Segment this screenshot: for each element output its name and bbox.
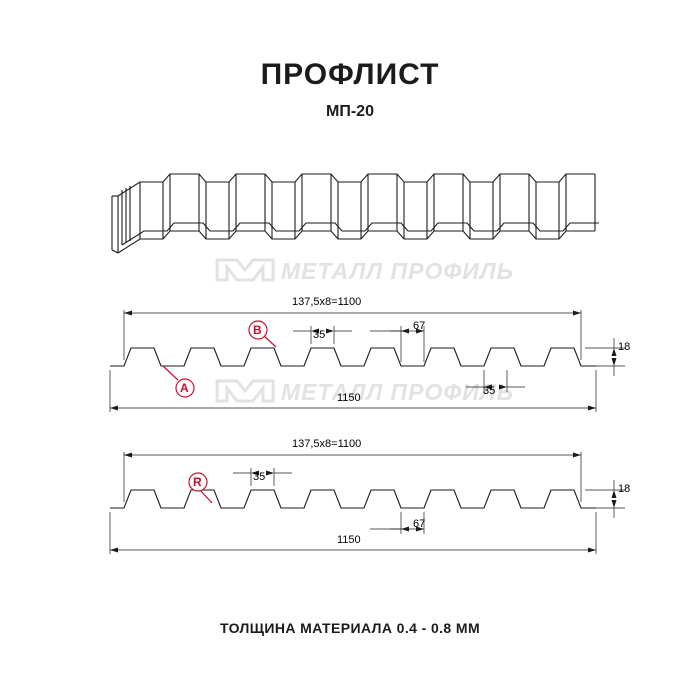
- dim-bottom-overall: 137,5х8=1100: [292, 438, 362, 450]
- page-subtitle: МП-20: [326, 103, 374, 120]
- dim-bottom-valley-67: 67: [413, 518, 426, 530]
- section-view-top: [109, 310, 625, 412]
- callout-b-label: B: [253, 323, 262, 337]
- dim-top-height: 18: [618, 341, 631, 353]
- section-view-bottom: [109, 452, 625, 554]
- callout-a-label: A: [180, 381, 189, 395]
- dim-bottom-total-width: 1150: [337, 534, 361, 546]
- callout-r-label: R: [193, 475, 202, 489]
- dim-bottom-crest-35: 35: [253, 471, 266, 483]
- page-title: ПРОФЛИСТ: [260, 58, 440, 91]
- material-thickness-note: ТОЛЩИНА МАТЕРИАЛА 0.4 - 0.8 ММ: [219, 620, 481, 636]
- dim-bottom-height: 18: [618, 483, 631, 495]
- dim-top-overall: 137,5х8=1100: [292, 296, 362, 308]
- dim-top-total-width: 1150: [337, 392, 361, 404]
- dim-top-crest-35: 35: [313, 329, 326, 341]
- isometric-sheet-view: [111, 173, 599, 254]
- dim-top-right-35: 35: [483, 385, 496, 397]
- dim-top-valley-67: 67: [413, 320, 426, 332]
